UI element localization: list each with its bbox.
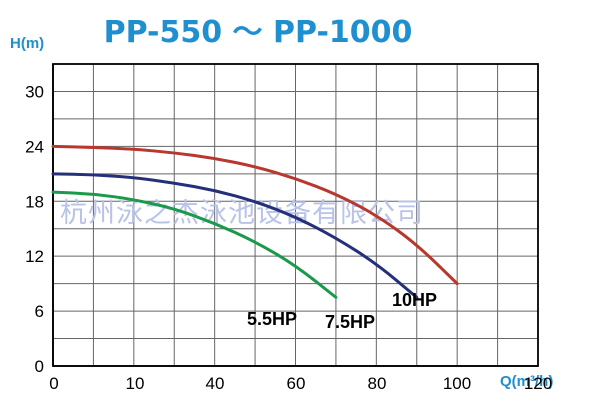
plot-frame xyxy=(52,63,539,367)
y-tick-label: 18 xyxy=(25,192,44,211)
grid xyxy=(52,63,539,367)
y-tick-label: 12 xyxy=(25,247,44,266)
y-axis-label: H(m) xyxy=(10,35,44,52)
x-tick-label: 120 xyxy=(524,374,552,393)
series-label-7.5hp: 7.5HP xyxy=(325,312,375,332)
y-tick-label: 0 xyxy=(35,357,44,376)
tick-labels: 0 10 40 60 80 100 120 0 6 12 18 24 30 xyxy=(25,82,552,393)
x-tick-label: 100 xyxy=(443,374,471,393)
x-tick-label: 0 xyxy=(49,374,58,393)
series-line-5.5hp xyxy=(51,190,338,299)
x-tick-label: 80 xyxy=(368,374,387,393)
chart-title: PP-550 ～ PP-1000 xyxy=(104,15,413,50)
series-lines xyxy=(51,144,459,299)
y-tick-label: 30 xyxy=(25,82,44,101)
series-label-10hp: 10HP xyxy=(392,290,437,310)
watermark: 杭州泳之杰泳池设备有限公司 xyxy=(60,198,424,229)
series-line-10hp xyxy=(51,144,459,286)
x-axis-label: Q(m³/h) xyxy=(500,373,553,390)
x-tick-label: 60 xyxy=(287,374,306,393)
x-tick-label: 40 xyxy=(206,374,225,393)
y-tick-label: 24 xyxy=(25,137,44,156)
series-labels: 5.5HP 7.5HP 10HP xyxy=(247,290,437,332)
series-label-5.5hp: 5.5HP xyxy=(247,309,297,329)
series-line-7.5hp xyxy=(51,172,419,299)
y-tick-label: 6 xyxy=(35,302,44,321)
x-tick-label: 10 xyxy=(126,374,145,393)
